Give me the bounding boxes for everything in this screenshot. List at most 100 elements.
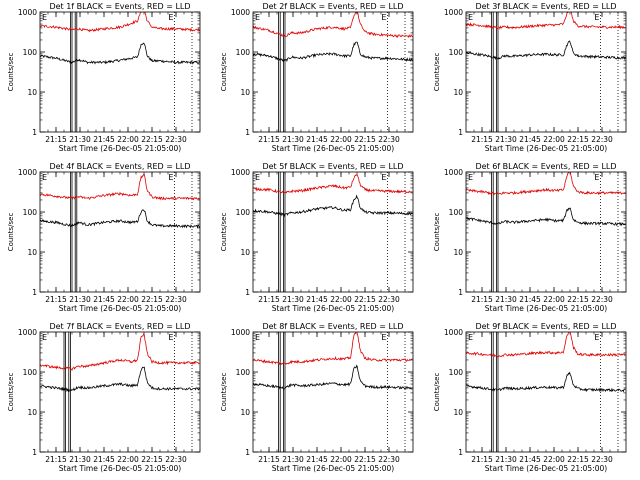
series-black — [253, 364, 413, 390]
x-tick-label: 21:45 — [93, 455, 115, 464]
y-tick-label: 1000 — [18, 8, 37, 17]
y-tick-label: 10 — [453, 408, 463, 417]
y-tick-label: 1 — [245, 448, 250, 457]
marker-e-right: E — [381, 333, 386, 342]
y-tick-label: 10 — [453, 248, 463, 257]
y-axis-label: Counts/sec — [433, 213, 441, 252]
x-axis-label: Start Time (26-Dec-05 21:05:00) — [59, 304, 181, 313]
series-black — [40, 209, 200, 229]
y-tick-label: 100 — [236, 48, 251, 57]
y-tick-label: 1000 — [444, 328, 463, 337]
x-tick-label: 22:00 — [117, 135, 139, 144]
x-tick-label: 21:45 — [519, 295, 541, 304]
marker-e-right: E — [168, 173, 173, 182]
series-red — [466, 172, 626, 196]
plot-area — [253, 12, 413, 132]
y-tick-label: 1000 — [444, 168, 463, 177]
plot-area — [466, 332, 626, 452]
x-tick-label: 21:30 — [495, 135, 517, 144]
x-tick-label: 22:15 — [354, 135, 376, 144]
panel-title: Det 6f BLACK = Events, RED = LLD — [475, 162, 616, 171]
x-tick-label: 22:30 — [591, 455, 613, 464]
y-tick-label: 1 — [458, 128, 463, 137]
x-tick-label: 21:45 — [306, 455, 328, 464]
plot-frame — [252, 331, 414, 453]
marker-e-left: E — [42, 333, 47, 342]
y-tick-label: 10 — [27, 408, 37, 417]
y-tick-label: 100 — [449, 208, 464, 217]
series-red — [253, 174, 413, 194]
x-tick-label: 21:15 — [45, 135, 67, 144]
panel-title: Det 9f BLACK = Events, RED = LLD — [475, 322, 616, 331]
series-red — [40, 173, 200, 201]
panel-2: Det 2f BLACK = Events, RED = LLD Counts/s… — [220, 2, 414, 153]
x-tick-label: 21:30 — [495, 295, 517, 304]
x-axis-label: Start Time (26-Dec-05 21:05:00) — [485, 144, 607, 153]
panel-7: Det 7f BLACK = Events, RED = LLD Counts/s… — [7, 322, 201, 473]
x-tick-label: 21:30 — [495, 455, 517, 464]
x-tick-label: 22:30 — [165, 455, 187, 464]
x-tick-label: 22:00 — [543, 455, 565, 464]
series-black — [466, 371, 626, 393]
y-tick-label: 100 — [449, 48, 464, 57]
y-tick-label: 10 — [240, 248, 250, 257]
panel-1: Det 1f BLACK = Events, RED = LLD Counts/s… — [7, 2, 201, 153]
series-red — [253, 12, 413, 38]
y-tick-label: 10 — [240, 408, 250, 417]
x-tick-label: 21:15 — [471, 295, 493, 304]
marker-e-left: E — [255, 13, 260, 22]
series-black — [466, 207, 626, 227]
marker-e-right: E — [168, 13, 173, 22]
x-axis-label: Start Time (26-Dec-05 21:05:00) — [272, 464, 394, 473]
y-tick-label: 1 — [458, 288, 463, 297]
marker-e-left: E — [255, 333, 260, 342]
x-tick-label: 21:30 — [282, 455, 304, 464]
x-tick-label: 22:15 — [141, 295, 163, 304]
x-tick-label: 22:30 — [591, 135, 613, 144]
y-tick-label: 1 — [245, 128, 250, 137]
panel-title: Det 4f BLACK = Events, RED = LLD — [49, 162, 190, 171]
marker-e-left: E — [42, 173, 47, 182]
x-tick-label: 21:30 — [69, 295, 91, 304]
series-red — [466, 332, 626, 358]
x-tick-label: 22:15 — [354, 295, 376, 304]
y-axis-label: Counts/sec — [433, 53, 441, 92]
marker-e-left: E — [255, 173, 260, 182]
x-tick-label: 22:00 — [117, 295, 139, 304]
y-tick-label: 1000 — [444, 8, 463, 17]
panel-title: Det 3f BLACK = Events, RED = LLD — [475, 2, 616, 11]
x-tick-label: 22:15 — [141, 135, 163, 144]
y-axis-label: Counts/sec — [7, 53, 15, 92]
x-tick-label: 22:15 — [567, 295, 589, 304]
plot-frame — [39, 171, 201, 293]
x-tick-label: 21:45 — [306, 295, 328, 304]
y-tick-label: 10 — [27, 88, 37, 97]
x-tick-label: 21:15 — [471, 135, 493, 144]
series-black — [253, 41, 413, 63]
panel-5: Det 5f BLACK = Events, RED = LLD Counts/s… — [220, 162, 414, 313]
marker-e-left: E — [468, 13, 473, 22]
plot-area — [40, 332, 200, 452]
series-red — [40, 12, 200, 33]
x-tick-label: 22:15 — [567, 135, 589, 144]
x-axis-label: Start Time (26-Dec-05 21:05:00) — [485, 304, 607, 313]
x-tick-label: 21:45 — [306, 135, 328, 144]
y-tick-label: 1000 — [231, 168, 250, 177]
marker-e-right: E — [168, 333, 173, 342]
series-red — [40, 332, 200, 371]
x-tick-label: 22:00 — [543, 135, 565, 144]
x-axis-label: Start Time (26-Dec-05 21:05:00) — [59, 464, 181, 473]
y-axis-label: Counts/sec — [220, 213, 228, 252]
x-tick-label: 22:30 — [378, 295, 400, 304]
panel-6: Det 6f BLACK = Events, RED = LLD Counts/s… — [433, 162, 627, 313]
y-axis-label: Counts/sec — [7, 213, 15, 252]
y-tick-label: 100 — [449, 368, 464, 377]
x-tick-label: 22:30 — [165, 295, 187, 304]
marker-e-left: E — [468, 333, 473, 342]
plot-area — [253, 332, 413, 452]
marker-e-right: E — [594, 13, 599, 22]
series-black — [40, 366, 200, 393]
panel-9: Det 9f BLACK = Events, RED = LLD Counts/s… — [433, 322, 627, 473]
x-axis-label: Start Time (26-Dec-05 21:05:00) — [485, 464, 607, 473]
y-tick-label: 1 — [245, 288, 250, 297]
